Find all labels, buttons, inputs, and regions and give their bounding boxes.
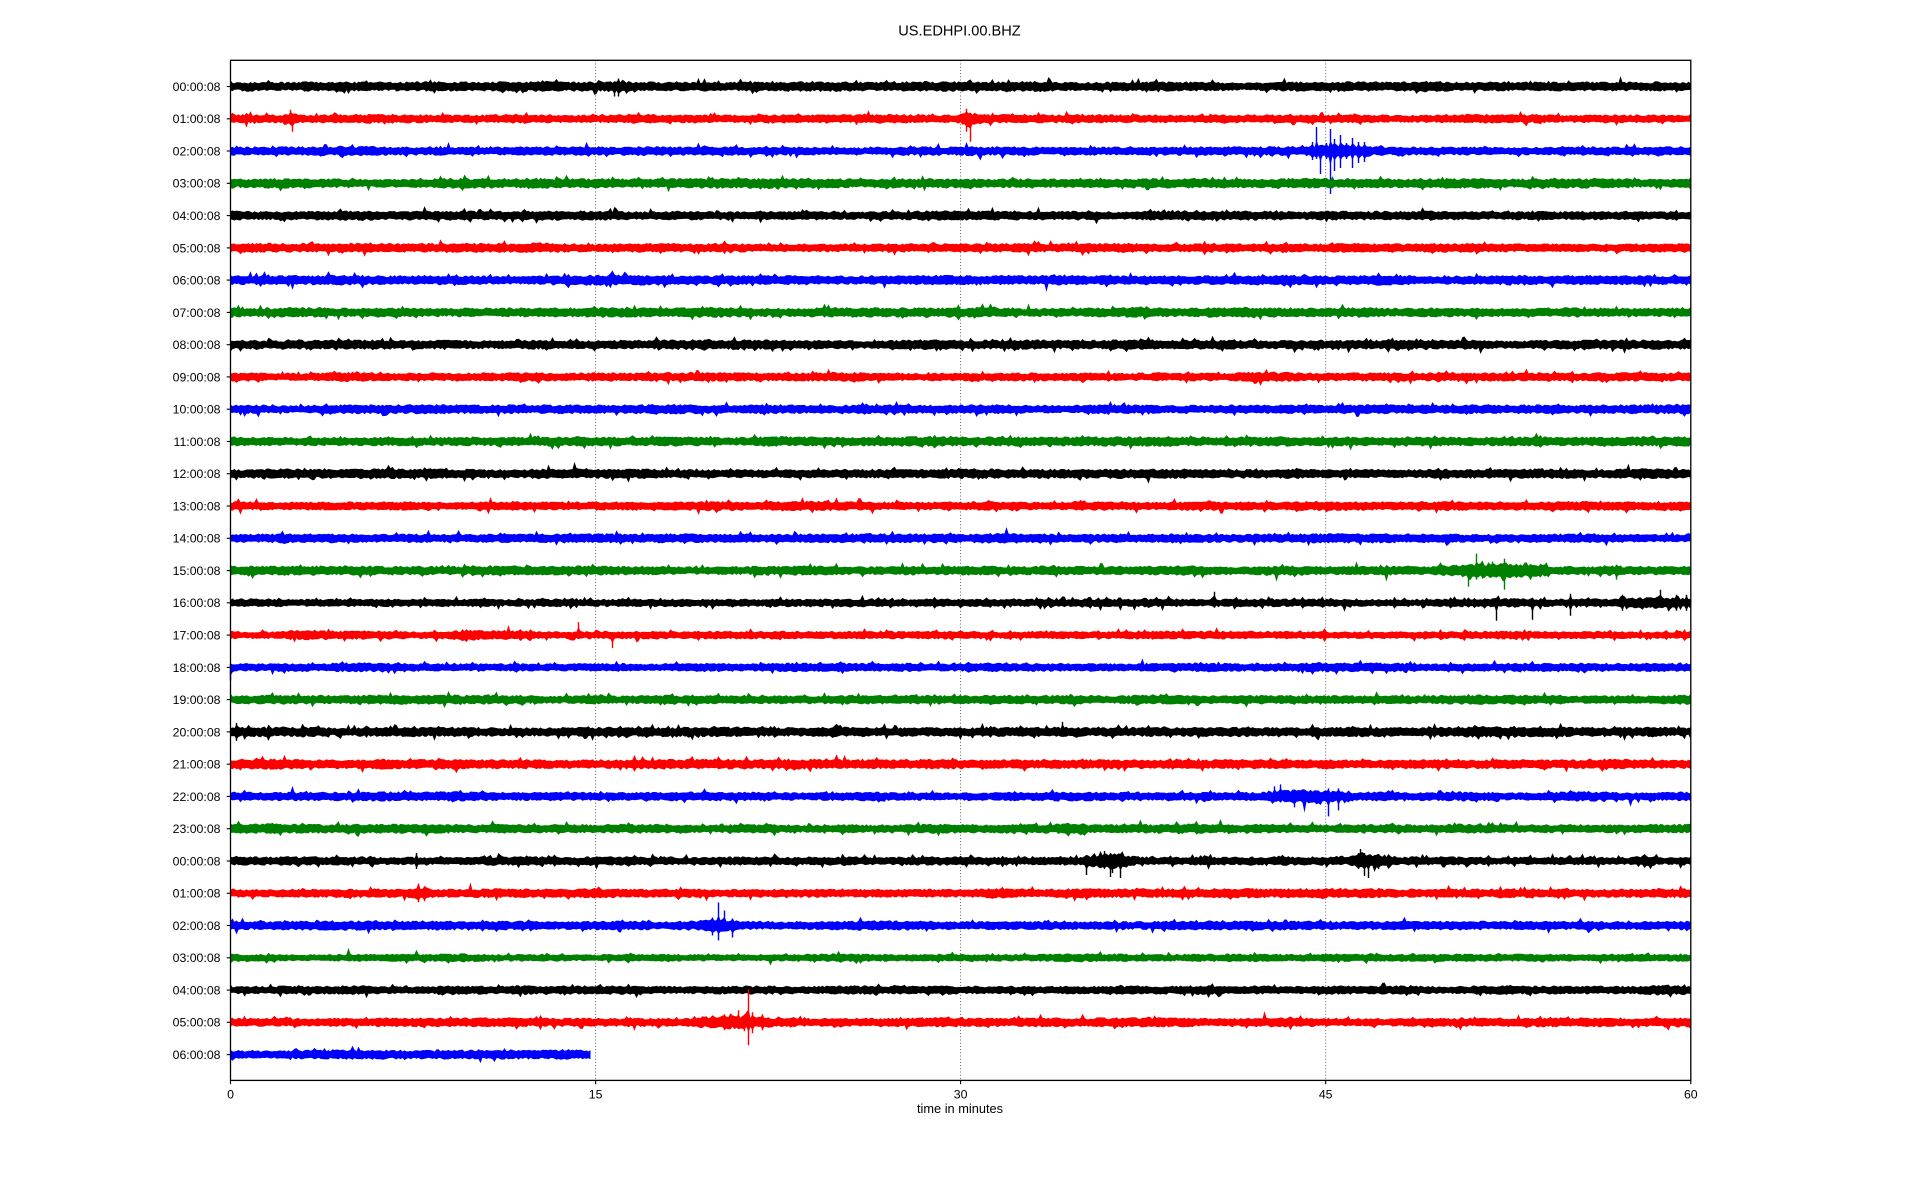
svg-text:17:00:08: 17:00:08: [173, 629, 221, 643]
svg-text:60: 60: [1684, 1088, 1698, 1102]
svg-text:US.EDHPI.00.BHZ: US.EDHPI.00.BHZ: [898, 24, 1021, 40]
svg-text:21:00:08: 21:00:08: [173, 758, 221, 772]
svg-text:09:00:08: 09:00:08: [173, 370, 221, 384]
svg-text:05:00:08: 05:00:08: [173, 241, 221, 255]
svg-text:19:00:08: 19:00:08: [173, 693, 221, 707]
svg-text:01:00:08: 01:00:08: [173, 887, 221, 901]
svg-text:04:00:08: 04:00:08: [173, 209, 221, 223]
svg-text:05:00:08: 05:00:08: [173, 1016, 221, 1030]
svg-text:14:00:08: 14:00:08: [173, 532, 221, 546]
svg-text:07:00:08: 07:00:08: [173, 306, 221, 320]
svg-text:11:00:08: 11:00:08: [174, 435, 221, 449]
svg-text:06:00:08: 06:00:08: [173, 274, 221, 288]
svg-text:15: 15: [589, 1088, 603, 1102]
svg-text:03:00:08: 03:00:08: [173, 177, 221, 191]
svg-text:06:00:08: 06:00:08: [173, 1048, 221, 1062]
svg-text:08:00:08: 08:00:08: [173, 338, 221, 352]
svg-text:time in minutes: time in minutes: [917, 1101, 1003, 1116]
svg-text:45: 45: [1319, 1088, 1333, 1102]
svg-text:30: 30: [954, 1088, 968, 1102]
svg-text:16:00:08: 16:00:08: [173, 596, 221, 610]
svg-text:00:00:08: 00:00:08: [173, 854, 221, 868]
svg-text:18:00:08: 18:00:08: [173, 661, 221, 675]
svg-text:12:00:08: 12:00:08: [173, 467, 221, 481]
svg-text:22:00:08: 22:00:08: [173, 790, 221, 804]
svg-text:01:00:08: 01:00:08: [173, 112, 221, 126]
svg-text:02:00:08: 02:00:08: [173, 919, 221, 933]
svg-text:20:00:08: 20:00:08: [173, 725, 221, 739]
svg-text:0: 0: [227, 1088, 234, 1102]
svg-text:23:00:08: 23:00:08: [173, 822, 221, 836]
svg-text:04:00:08: 04:00:08: [173, 984, 221, 998]
svg-text:13:00:08: 13:00:08: [173, 499, 221, 513]
svg-text:10:00:08: 10:00:08: [173, 403, 221, 417]
svg-text:00:00:08: 00:00:08: [173, 80, 221, 94]
svg-text:15:00:08: 15:00:08: [173, 564, 221, 578]
svg-text:03:00:08: 03:00:08: [173, 951, 221, 965]
svg-text:02:00:08: 02:00:08: [173, 144, 221, 158]
